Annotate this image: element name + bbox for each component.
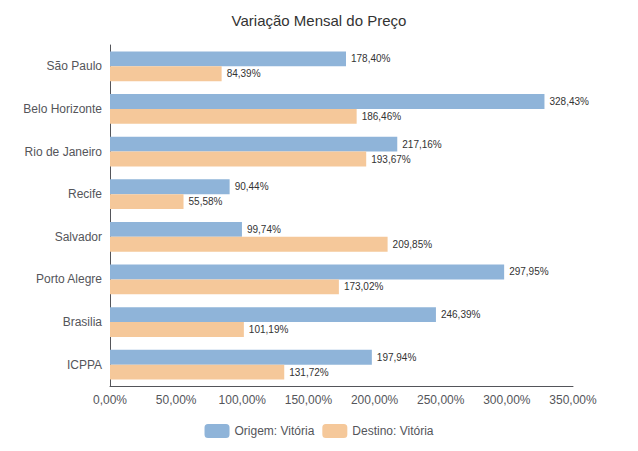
svg-text:173,02%: 173,02% [344, 281, 384, 292]
svg-text:Brasilia: Brasilia [63, 315, 103, 329]
svg-text:350,00%: 350,00% [549, 393, 597, 407]
svg-text:197,94%: 197,94% [377, 352, 417, 363]
svg-text:246,39%: 246,39% [441, 309, 481, 320]
svg-text:300,00%: 300,00% [483, 393, 531, 407]
svg-text:186,46%: 186,46% [362, 111, 402, 122]
svg-text:Porto Alegre: Porto Alegre [36, 272, 102, 286]
svg-text:50,00%: 50,00% [156, 393, 197, 407]
svg-text:200,00%: 200,00% [351, 393, 399, 407]
svg-text:84,39%: 84,39% [227, 68, 261, 79]
svg-text:250,00%: 250,00% [417, 393, 465, 407]
svg-text:131,72%: 131,72% [289, 367, 329, 378]
svg-text:0,00%: 0,00% [93, 393, 127, 407]
svg-text:209,85%: 209,85% [393, 239, 433, 250]
svg-text:178,40%: 178,40% [351, 53, 391, 64]
svg-text:217,16%: 217,16% [402, 139, 442, 150]
svg-text:Destino: Vitória: Destino: Vitória [352, 424, 433, 438]
svg-text:Origem: Vitória: Origem: Vitória [235, 424, 315, 438]
svg-text:297,95%: 297,95% [509, 266, 549, 277]
svg-text:101,19%: 101,19% [249, 324, 289, 335]
svg-text:55,58%: 55,58% [189, 196, 223, 207]
svg-text:São Paulo: São Paulo [47, 59, 103, 73]
svg-text:100,00%: 100,00% [219, 393, 267, 407]
svg-text:99,74%: 99,74% [247, 224, 281, 235]
svg-text:Variação Mensal do Preço: Variação Mensal do Preço [232, 12, 407, 29]
svg-text:90,44%: 90,44% [235, 181, 269, 192]
svg-text:Recife: Recife [68, 187, 102, 201]
svg-text:150,00%: 150,00% [285, 393, 333, 407]
svg-text:ICPPA: ICPPA [67, 358, 102, 372]
svg-text:328,43%: 328,43% [549, 96, 589, 107]
svg-text:Belo Horizonte: Belo Horizonte [23, 102, 102, 116]
svg-text:Salvador: Salvador [55, 230, 102, 244]
svg-text:Rio de Janeiro: Rio de Janeiro [25, 145, 103, 159]
svg-text:193,67%: 193,67% [371, 154, 411, 165]
